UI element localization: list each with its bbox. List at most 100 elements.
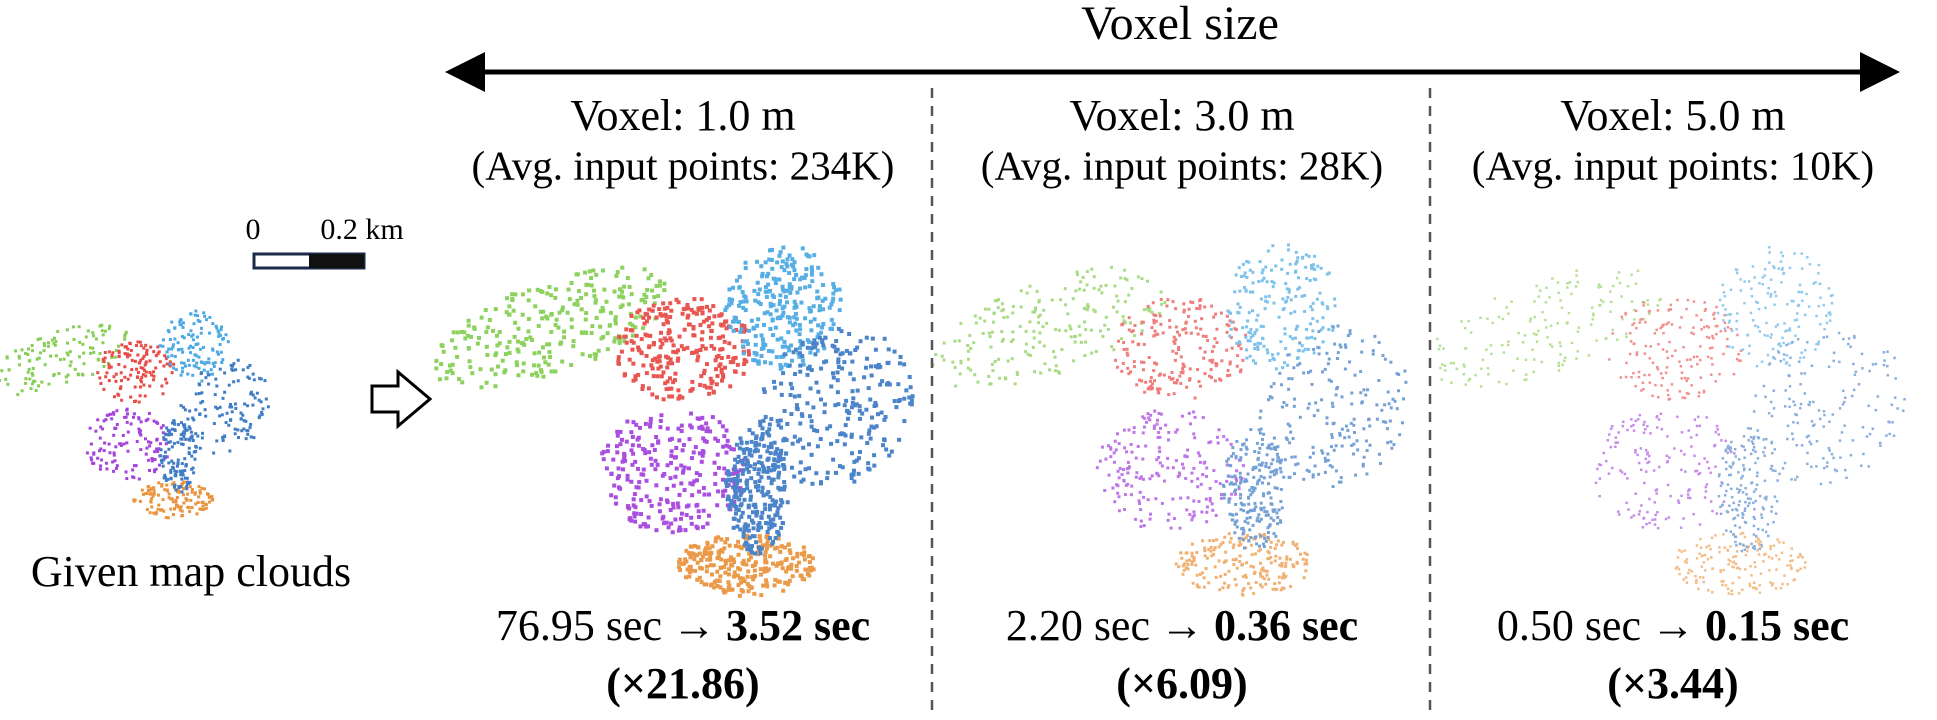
point	[1762, 553, 1766, 556]
point	[1265, 300, 1269, 304]
point	[1626, 284, 1630, 288]
point	[1200, 510, 1204, 514]
point	[1257, 451, 1261, 455]
point	[736, 539, 741, 544]
point	[645, 312, 650, 317]
point	[1254, 535, 1258, 539]
point	[657, 307, 662, 312]
point	[37, 384, 41, 388]
point	[1761, 276, 1765, 279]
point	[1823, 327, 1826, 331]
point	[1196, 451, 1200, 455]
point	[668, 301, 673, 306]
point	[1264, 464, 1268, 468]
point	[181, 442, 185, 446]
point	[1291, 540, 1295, 544]
point	[810, 279, 815, 284]
point	[1179, 551, 1183, 555]
point	[135, 375, 139, 379]
point	[619, 437, 624, 442]
point	[732, 480, 737, 485]
point	[1312, 414, 1316, 418]
point	[700, 426, 705, 431]
point	[762, 502, 767, 507]
point	[752, 449, 757, 454]
point	[752, 534, 757, 539]
point	[1270, 396, 1274, 400]
point	[1444, 369, 1447, 372]
point	[1493, 297, 1497, 300]
point	[98, 436, 102, 440]
point	[1223, 572, 1227, 576]
point	[636, 485, 641, 490]
point	[1292, 564, 1296, 568]
point	[1219, 493, 1223, 497]
point	[1300, 344, 1304, 348]
point	[5, 356, 9, 360]
point	[1651, 394, 1654, 398]
point	[1720, 580, 1723, 583]
point	[1217, 428, 1221, 432]
point	[864, 335, 869, 340]
point	[639, 498, 644, 503]
point	[1535, 333, 1538, 336]
point	[1160, 464, 1164, 468]
point	[1109, 265, 1113, 269]
point	[1116, 484, 1120, 488]
point	[1825, 465, 1829, 468]
point	[466, 323, 471, 328]
point	[1271, 469, 1275, 473]
point	[218, 342, 222, 346]
point	[1187, 307, 1191, 311]
point	[1632, 429, 1636, 432]
point	[684, 504, 689, 509]
point	[541, 374, 546, 379]
point	[1829, 313, 1832, 316]
point	[1139, 519, 1143, 523]
point	[1288, 335, 1292, 339]
point	[1776, 349, 1780, 353]
point	[1239, 479, 1243, 483]
point	[1837, 331, 1841, 335]
point	[767, 503, 772, 508]
point	[1770, 584, 1774, 587]
point	[241, 413, 245, 417]
point	[182, 405, 186, 409]
point	[1173, 341, 1177, 345]
point	[1325, 416, 1329, 420]
point	[1769, 400, 1773, 404]
point	[1312, 277, 1316, 281]
point	[1196, 332, 1200, 336]
point	[637, 308, 642, 313]
point	[682, 465, 687, 470]
point	[123, 375, 127, 379]
point	[1266, 482, 1270, 486]
point	[1776, 538, 1779, 541]
point	[787, 348, 792, 353]
point	[1218, 377, 1222, 381]
point	[646, 386, 651, 391]
point	[1670, 383, 1674, 386]
point	[194, 432, 198, 436]
point	[908, 385, 913, 390]
point	[183, 423, 187, 427]
point	[815, 428, 820, 433]
point	[691, 326, 696, 331]
point	[677, 492, 682, 497]
point	[46, 341, 50, 345]
point	[131, 468, 135, 472]
point	[1806, 451, 1809, 455]
point	[1261, 492, 1265, 496]
point	[1204, 567, 1208, 571]
point	[751, 526, 756, 531]
point	[189, 344, 193, 348]
point	[1556, 321, 1559, 325]
point	[1815, 314, 1818, 318]
point	[1352, 442, 1356, 446]
point	[1876, 395, 1880, 398]
point	[192, 471, 196, 475]
point	[1549, 343, 1552, 346]
point	[211, 322, 215, 326]
point	[632, 511, 637, 516]
point	[1735, 328, 1738, 331]
